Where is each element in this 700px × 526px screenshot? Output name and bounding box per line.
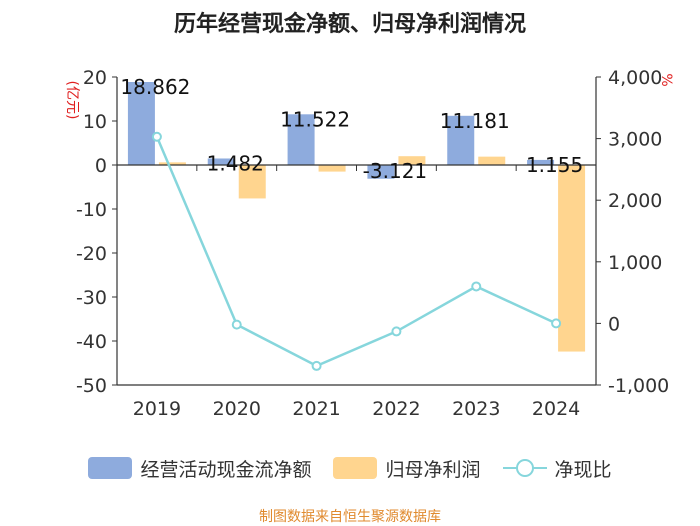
right-tick-label: 3,000 <box>608 129 662 151</box>
line-ratio-point <box>391 326 402 337</box>
x-tick-label: 2023 <box>452 398 500 420</box>
legend-label-netprofit: 归母净利润 <box>385 458 481 481</box>
data-label-cashflow: 18.862 <box>120 75 190 99</box>
line-ratio-point <box>471 281 482 292</box>
legend-item-ratio[interactable]: 净现比 <box>502 455 612 482</box>
legend-line-ratio-icon <box>502 459 547 477</box>
x-tick-label: 2020 <box>213 398 261 420</box>
right-tick-label: -1,000 <box>608 375 669 397</box>
data-label-cashflow: 1.482 <box>207 151 264 175</box>
legend-item-cashflow[interactable]: 经营活动现金流净额 <box>88 455 311 482</box>
right-tick-label: 1,000 <box>608 252 662 274</box>
bar-cashflow <box>527 159 555 165</box>
line-ratio-point <box>231 319 242 330</box>
legend-item-netprofit[interactable]: 归母净利润 <box>333 455 481 482</box>
bar-netprofit <box>238 165 266 199</box>
x-tick-label: 2024 <box>532 398 580 420</box>
data-label-cashflow: 1.155 <box>526 153 583 177</box>
legend: 经营活动现金流净额 归母净利润 净现比 <box>0 453 700 483</box>
data-label-cashflow: 11.181 <box>440 109 510 133</box>
legend-label-ratio: 净现比 <box>554 458 612 481</box>
bar-netprofit <box>478 156 506 165</box>
bar-cashflow <box>447 115 475 165</box>
bar-cashflow <box>367 165 395 179</box>
line-ratio-point <box>151 131 162 142</box>
left-axis-unit: (亿元) <box>64 81 80 120</box>
left-tick-label: -50 <box>76 375 107 397</box>
bar-cashflow <box>207 158 235 165</box>
line-ratio-point <box>551 318 562 329</box>
right-tick-label: 0 <box>608 313 620 335</box>
chart-title: 历年经营现金净额、归母净利润情况 <box>173 12 526 37</box>
bar-netprofit <box>158 162 186 165</box>
data-label-cashflow: 11.522 <box>280 107 350 131</box>
left-tick-label: -20 <box>76 243 107 265</box>
source-note: 制图数据来自恒生聚源数据库 <box>259 509 441 525</box>
x-tick-label: 2022 <box>372 398 420 420</box>
legend-swatch-netprofit <box>333 457 378 479</box>
line-ratio-point <box>311 360 322 371</box>
right-tick-label: 4,000 <box>608 67 662 89</box>
legend-swatch-cashflow <box>88 457 133 479</box>
bar-netprofit <box>398 156 426 165</box>
chart-canvas: 20 10 0 -10 -20 -30 -40 -50 4,000 3,000 2,000 1,000… <box>64 67 674 420</box>
x-tick-label: 2021 <box>292 398 340 420</box>
left-tick-label: 10 <box>83 111 107 133</box>
data-label-cashflow: -3.121 <box>363 159 427 183</box>
line-ratio <box>155 136 557 368</box>
right-axis-unit: % <box>658 73 674 86</box>
bar-netprofit <box>318 165 346 172</box>
left-tick-label: -30 <box>76 287 107 309</box>
right-tick-label: 2,000 <box>608 190 662 212</box>
left-tick-label: 0 <box>95 155 107 177</box>
bar-cashflow <box>287 114 315 165</box>
bar-netprofit <box>558 165 586 352</box>
left-tick-label: -10 <box>76 199 107 221</box>
left-tick-label: -40 <box>76 331 107 353</box>
bar-cashflow <box>127 82 155 165</box>
left-tick-label: 20 <box>83 67 107 89</box>
x-tick-label: 2019 <box>133 398 181 420</box>
legend-label-cashflow: 经营活动现金流净额 <box>140 458 312 481</box>
